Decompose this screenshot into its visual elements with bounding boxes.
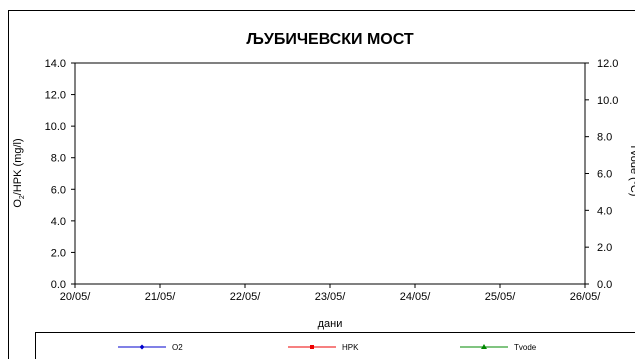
right-y-tick-label: 0.0 <box>597 279 612 291</box>
left-y-ticks: 0.0 2.0 4.0 6.0 8.0 10.0 12.0 14.0 <box>45 58 75 291</box>
left-y-tick-label: 10.0 <box>45 121 66 133</box>
legend-label-o2: O2 <box>172 343 183 352</box>
y-axis-left-title: O2/HPK (mg/l) <box>12 138 26 207</box>
legend-label-hpk: HPK <box>342 343 359 352</box>
x-tick-label: 26/05/ <box>570 291 602 303</box>
x-tick-label: 22/05/ <box>230 291 262 303</box>
left-y-tick-label: 14.0 <box>45 58 66 70</box>
x-tick-label: 20/05/ <box>60 291 92 303</box>
x-tick-label: 24/05/ <box>400 291 432 303</box>
right-y-tick-label: 6.0 <box>597 169 612 181</box>
left-y-tick-label: 0.0 <box>51 279 66 291</box>
left-y-tick-label: 8.0 <box>51 153 66 165</box>
x-ticks: 20/05/21/05/22/05/23/05/24/05/25/05/26/0… <box>60 284 602 303</box>
legend-box <box>35 332 635 359</box>
y-axis-right-title: Tvode (ºC) <box>628 144 635 197</box>
x-tick-label: 23/05/ <box>315 291 347 303</box>
right-y-ticks: 0.0 2.0 4.0 6.0 8.0 10.0 12.0 <box>585 58 618 291</box>
x-axis-title: дани <box>318 318 343 330</box>
legend-label-tvode: Tvode <box>514 343 537 352</box>
right-y-tick-label: 8.0 <box>597 132 612 144</box>
right-y-tick-label: 12.0 <box>597 58 618 70</box>
legend-marker-square <box>310 345 314 349</box>
legend: O2 HPK Tvode <box>118 343 537 352</box>
left-y-tick-label: 2.0 <box>51 247 66 259</box>
x-tick-label: 25/05/ <box>485 291 517 303</box>
plot-area <box>75 63 585 284</box>
x-tick-label: 21/05/ <box>145 291 177 303</box>
legend-marker-triangle <box>481 344 487 349</box>
right-y-tick-label: 4.0 <box>597 205 612 217</box>
left-y-tick-label: 4.0 <box>51 216 66 228</box>
chart-title: ЉУБИЧЕВСКИ МОСТ <box>246 31 414 48</box>
legend-marker-diamond <box>139 344 145 350</box>
right-y-tick-label: 2.0 <box>597 242 612 254</box>
left-y-tick-label: 6.0 <box>51 184 66 196</box>
left-y-tick-label: 12.0 <box>45 90 66 102</box>
right-y-tick-label: 10.0 <box>597 95 618 107</box>
